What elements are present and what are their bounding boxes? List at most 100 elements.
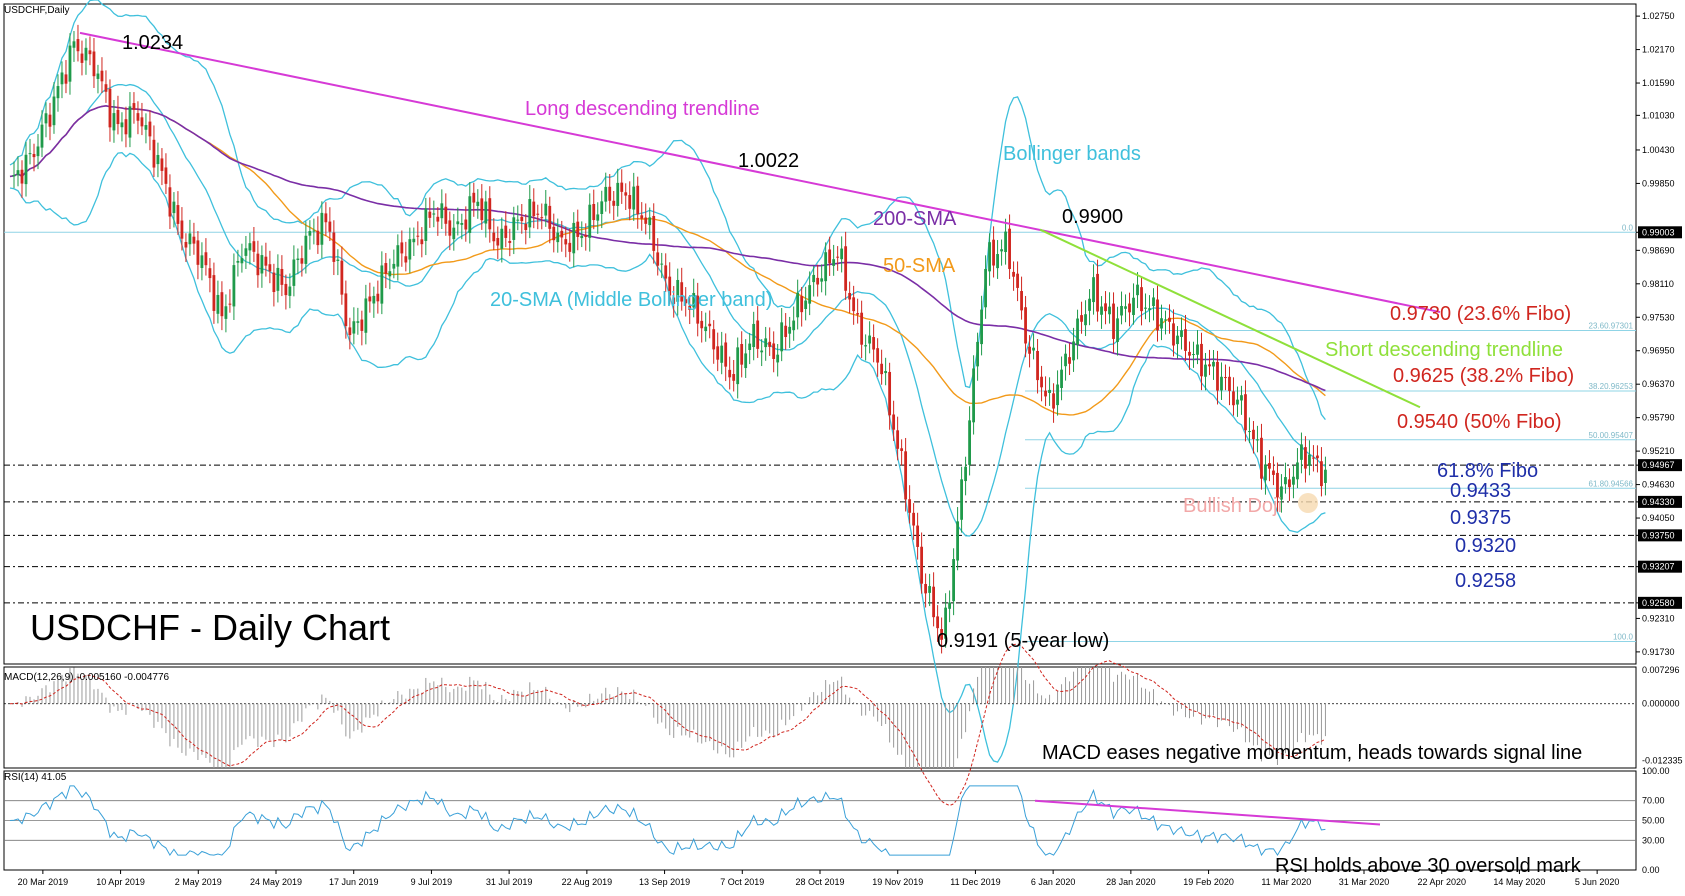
candle-body: [1308, 454, 1311, 466]
candle-body: [1272, 470, 1275, 475]
candle-body: [1096, 273, 1099, 312]
candle-body: [236, 260, 240, 263]
candle-body: [36, 146, 40, 157]
candle-body: [892, 414, 896, 430]
candle-body: [144, 125, 148, 130]
price-tick-label: 0.94330: [1642, 497, 1675, 507]
candle-body: [924, 583, 928, 594]
candle-body: [728, 369, 732, 378]
price-tick-label: 1.02170: [1642, 45, 1675, 55]
candle-body: [348, 327, 352, 336]
short-trendline-label: Short descending trendline: [1325, 339, 1563, 361]
candle-body: [1212, 361, 1215, 367]
candle-body: [920, 546, 924, 584]
candle-body: [232, 265, 236, 307]
candle-body: [1044, 390, 1047, 397]
candle-body: [284, 283, 288, 296]
candle-body: [1032, 347, 1035, 351]
candle-body: [1304, 447, 1307, 469]
candle-body: [268, 264, 272, 272]
candle-body: [228, 303, 232, 305]
candle-body: [264, 256, 268, 266]
price-tick-label: 0.93207: [1642, 562, 1675, 572]
rsi-tick-label: 100.00: [1642, 766, 1670, 776]
candle-body: [400, 242, 404, 254]
candle-body: [196, 240, 200, 265]
candle-body: [1004, 231, 1007, 253]
candle-body: [620, 182, 624, 192]
candle-body: [772, 343, 776, 359]
candle-body: [1020, 291, 1023, 311]
candle-body: [904, 451, 908, 500]
candle-body: [880, 363, 884, 375]
candle-body: [556, 232, 560, 243]
candle-body: [844, 246, 848, 291]
candle-body: [1000, 249, 1003, 252]
candle-body: [836, 256, 840, 258]
date-tick-label: 13 Sep 2019: [639, 877, 690, 887]
candle-body: [724, 342, 728, 367]
fibo-label: 0.0: [1622, 223, 1634, 232]
candle-body: [384, 263, 388, 274]
candle-body: [568, 242, 572, 252]
candle-body: [184, 241, 188, 248]
candle-body: [1280, 486, 1283, 500]
candle-body: [936, 616, 940, 629]
candle-body: [1152, 297, 1155, 307]
candle-body: [1236, 399, 1239, 405]
candle-body: [644, 217, 648, 224]
candle-body: [1132, 297, 1135, 316]
candle-body: [560, 230, 564, 238]
candle-body: [1060, 369, 1063, 388]
candle-body: [460, 223, 464, 225]
candle-body: [320, 212, 324, 245]
bollinger-label: Bollinger bands: [1003, 143, 1141, 165]
chart-title: USDCHF - Daily Chart: [30, 607, 390, 648]
candle-body: [288, 286, 292, 296]
candle-body: [764, 338, 768, 348]
candle-body: [1052, 393, 1055, 409]
candle-body: [504, 225, 508, 238]
candle-body: [120, 122, 124, 128]
sma200-line: [9, 104, 1326, 392]
candle-body: [1104, 303, 1107, 312]
candle-body: [328, 221, 332, 232]
price-tick-box: [1638, 495, 1682, 508]
candle-body: [520, 216, 524, 222]
candle-body: [16, 170, 20, 176]
candle-body: [732, 374, 736, 381]
low-1-label: 0.9191 (5-year low): [937, 630, 1109, 652]
candle-body: [912, 512, 916, 526]
candle-body: [168, 187, 172, 217]
candle-body: [396, 245, 400, 267]
candle-body: [72, 41, 76, 48]
candle-body: [1292, 476, 1295, 485]
candle-body: [600, 201, 604, 215]
candle-body: [68, 45, 72, 82]
candle-body: [28, 153, 32, 155]
candle-body: [152, 139, 156, 168]
candle-body: [444, 206, 448, 224]
date-tick-label: 9 Jul 2019: [411, 877, 453, 887]
macd-tick-label: 0.000000: [1642, 699, 1680, 709]
high-1-label: 1.0234: [122, 32, 183, 54]
candle-body: [900, 448, 904, 451]
candle-body: [176, 205, 180, 224]
candle-body: [548, 205, 552, 229]
candle-body: [888, 371, 892, 416]
candle-body: [376, 293, 380, 302]
candle-body: [80, 53, 84, 63]
date-tick-label: 17 Jun 2019: [329, 877, 379, 887]
candle-body: [528, 199, 532, 228]
candle-body: [248, 243, 252, 251]
candle-body: [24, 154, 28, 185]
candle-body: [332, 232, 336, 262]
candle-body: [492, 232, 496, 242]
candle-body: [648, 217, 652, 226]
fib-618-label: 61.8% Fibo: [1437, 460, 1538, 482]
bullish-doji-marker: [1298, 493, 1318, 513]
candle-body: [720, 345, 724, 363]
candle-body: [1228, 376, 1231, 391]
